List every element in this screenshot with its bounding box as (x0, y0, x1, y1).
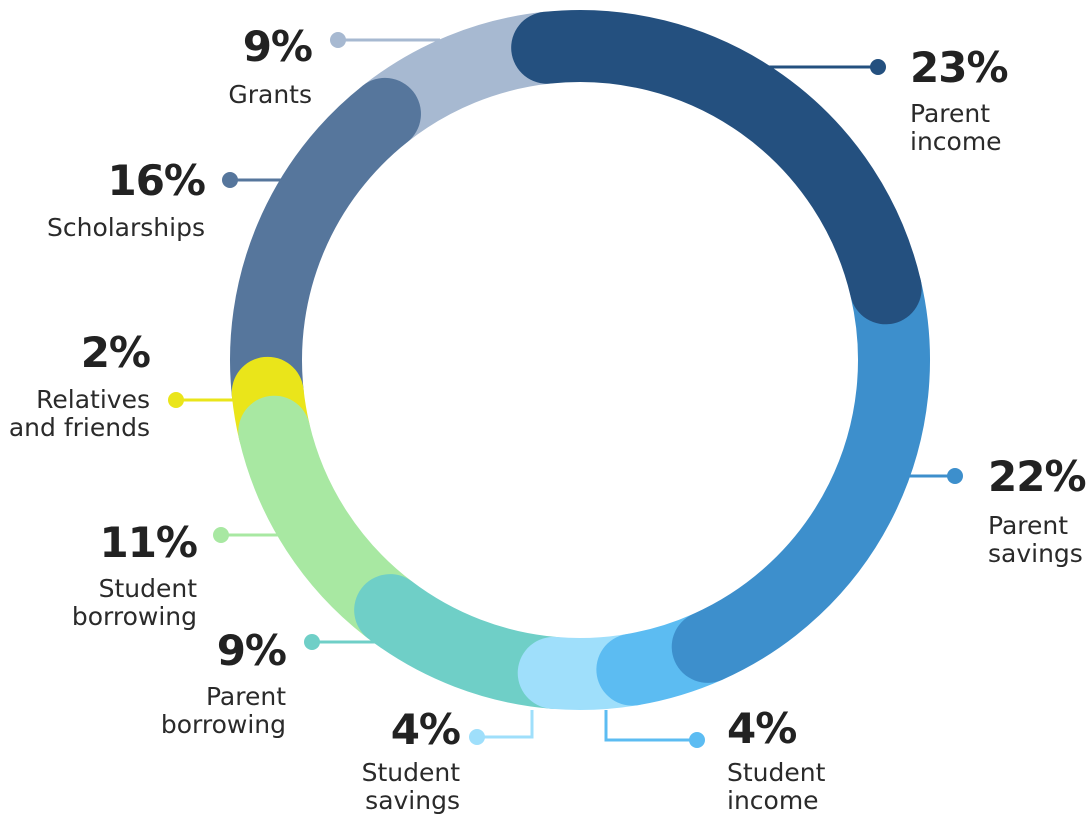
segment-category-label: savings (988, 539, 1083, 568)
leader-dot (947, 468, 963, 484)
leader-line (477, 710, 534, 739)
segment-category-label: income (727, 786, 819, 815)
donut-segment (671, 252, 930, 683)
donut-segments (230, 10, 930, 710)
segment-value-label: 22% (988, 452, 1086, 501)
segment-category-label: Student (99, 574, 198, 603)
segment-value-label: 4% (727, 704, 796, 753)
segment-value-label: 9% (217, 626, 286, 675)
leader-dot (469, 729, 485, 745)
segment-category-label: Parent (910, 99, 990, 128)
leader-dot (330, 32, 346, 48)
segment-category-label: Relatives (36, 385, 150, 414)
leader-dot (222, 172, 238, 188)
segment-category-label: savings (365, 786, 460, 815)
leader-dot (168, 392, 184, 408)
segment-value-label: 16% (107, 156, 205, 205)
segment-value-label: 23% (910, 43, 1008, 92)
segment-value-label: 4% (391, 705, 460, 754)
segment-category-label: borrowing (161, 710, 286, 739)
segment-category-label: Parent (988, 511, 1068, 540)
segment-category-label: Parent (206, 682, 286, 711)
donut-segment (511, 10, 922, 325)
segment-value-label: 9% (243, 22, 312, 71)
segment-category-label: Scholarships (47, 213, 205, 242)
segment-category-label: Student (362, 758, 461, 787)
segment-value-label: 2% (81, 328, 150, 377)
leader-dot (304, 634, 320, 650)
leader-dot (689, 732, 705, 748)
segment-category-label: and friends (9, 413, 150, 442)
segment-category-label: Student (727, 758, 826, 787)
segment-category-label: income (910, 127, 1002, 156)
donut-segment (230, 77, 421, 429)
leader-lines (168, 32, 963, 748)
leader-line (604, 710, 697, 742)
segment-value-label: 11% (99, 518, 197, 567)
segment-labels: 23%Parentincome22%Parentsavings4%Student… (9, 22, 1087, 815)
leader-dot (870, 59, 886, 75)
leader-dot (213, 527, 229, 543)
segment-category-label: Grants (228, 80, 312, 109)
segment-category-label: borrowing (72, 602, 197, 631)
